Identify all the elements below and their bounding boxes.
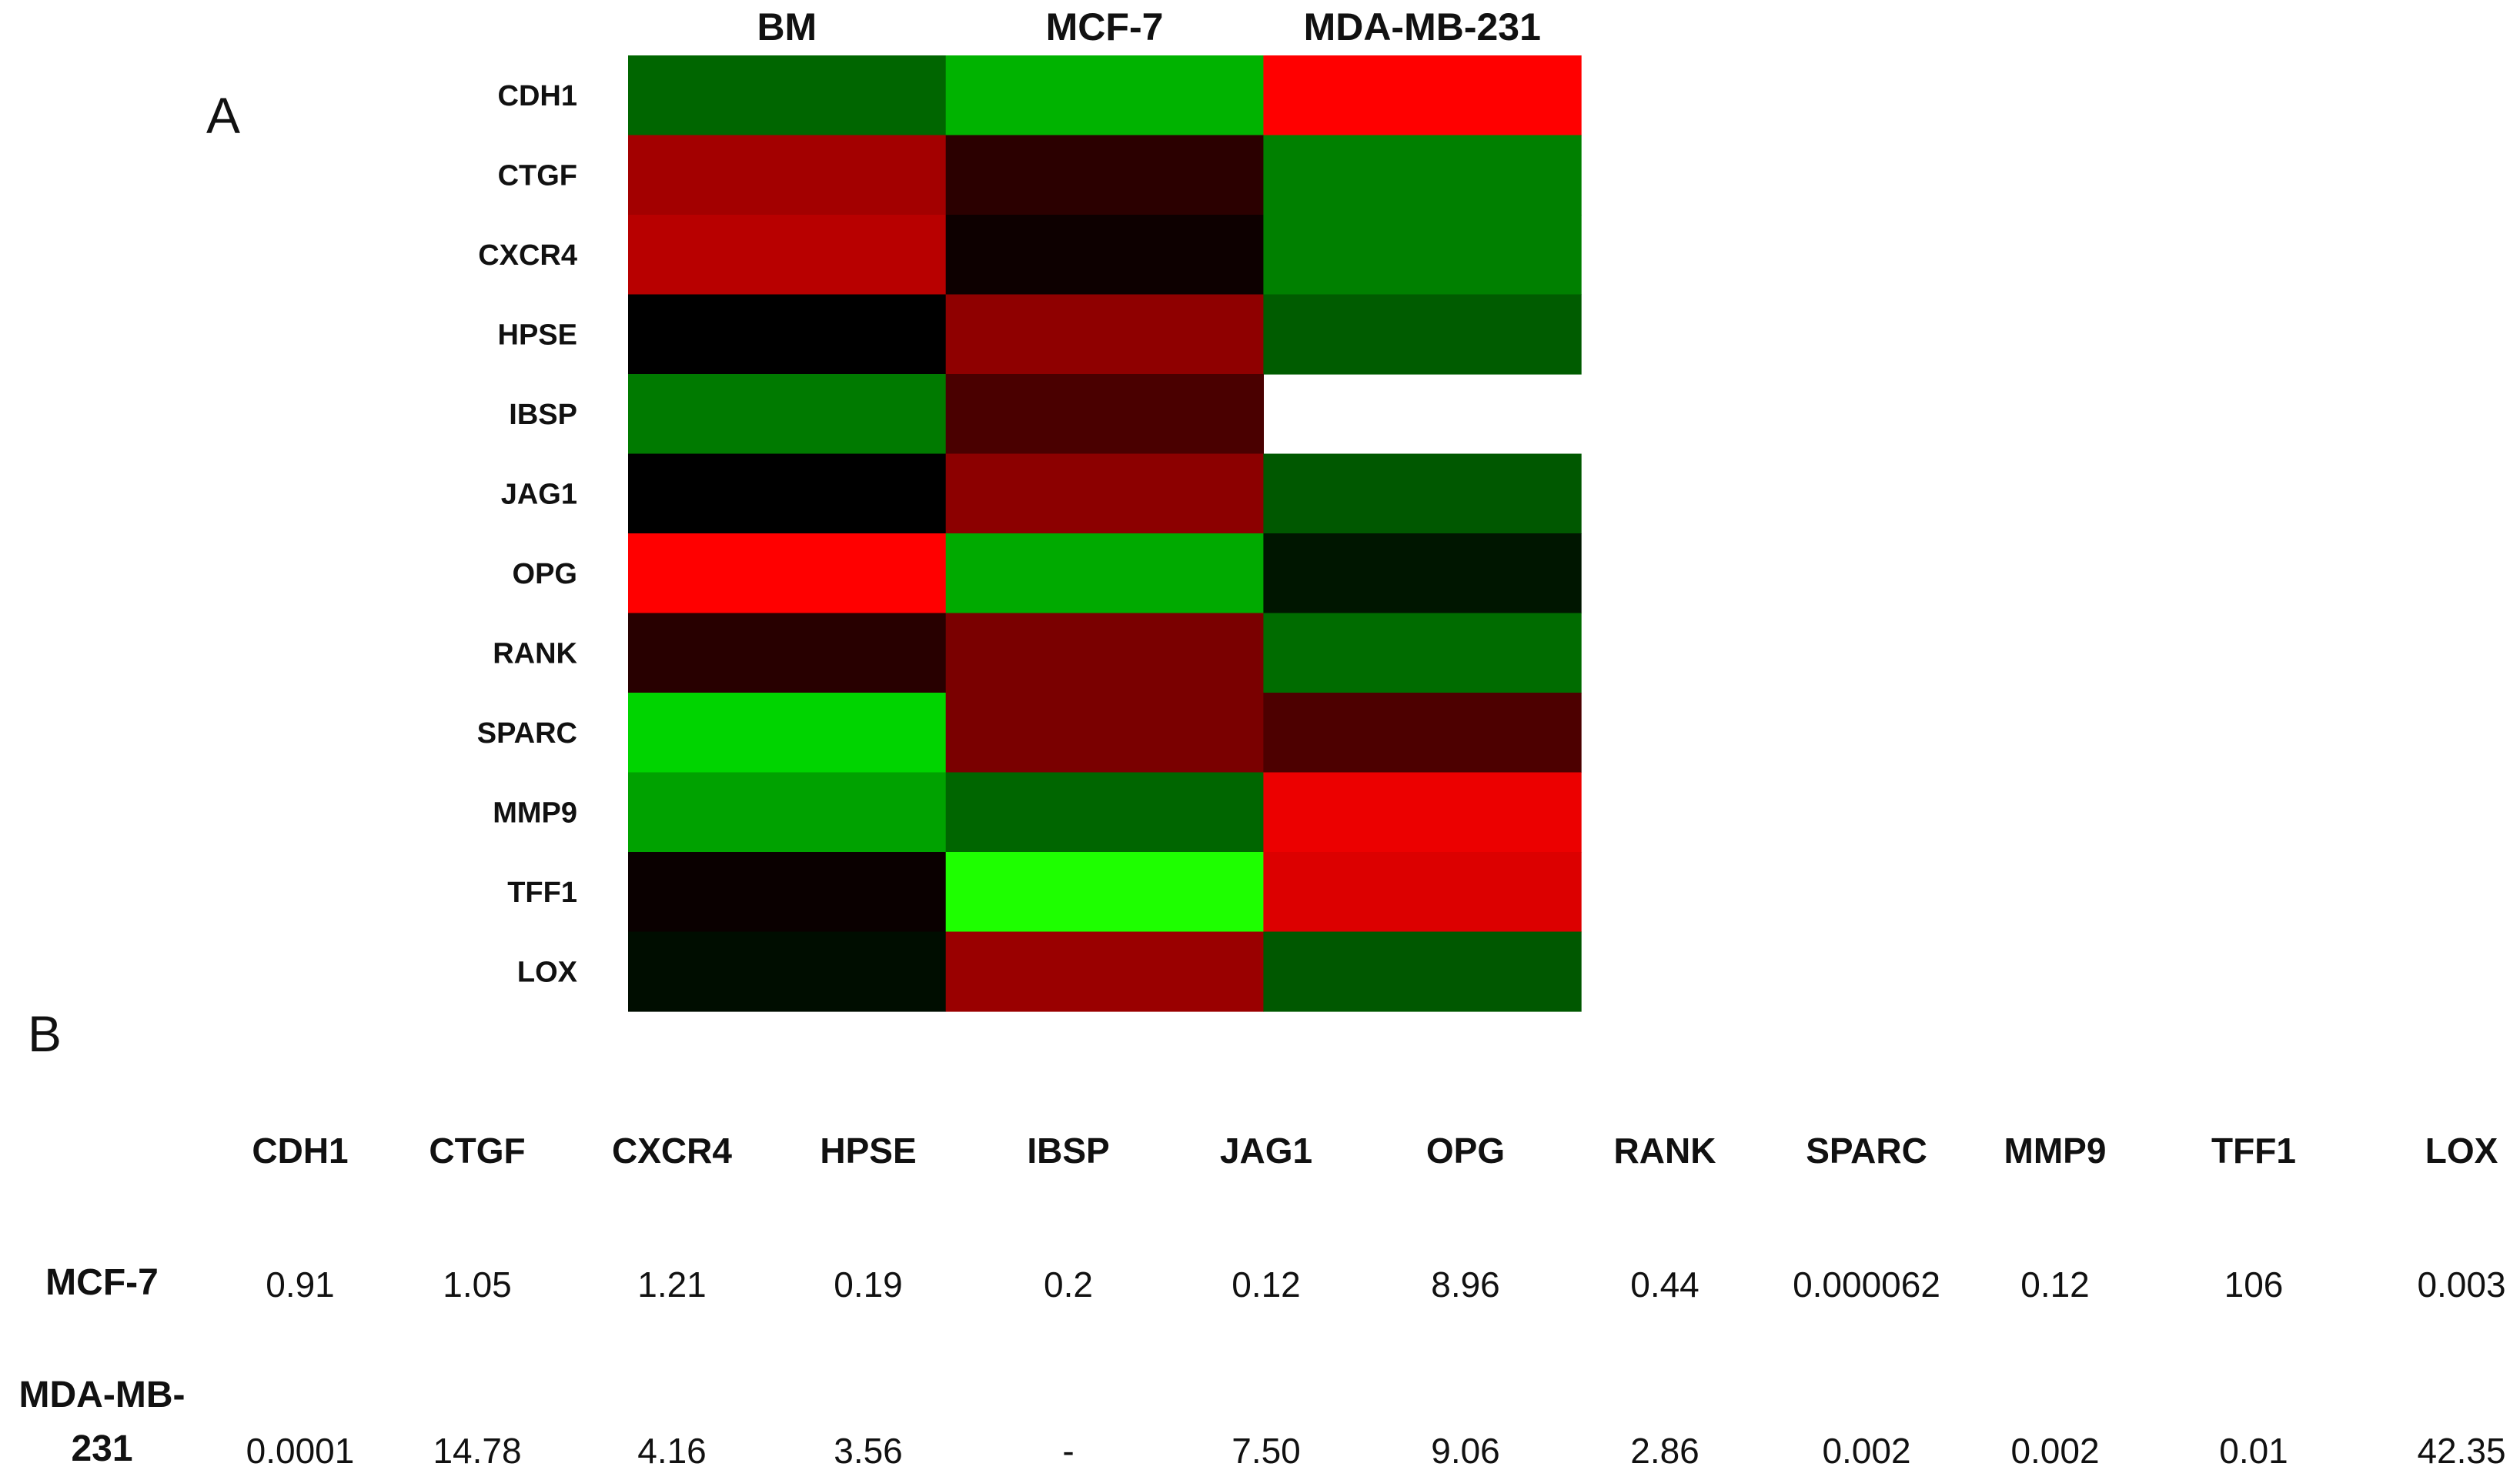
heatmap-cell	[945, 772, 1264, 853]
heatmap-row-label: IBSP	[509, 399, 577, 431]
table-header-cell: MMP9	[2004, 1131, 2107, 1171]
heatmap-row-label: LOX	[517, 956, 578, 988]
table-value-cell: 0.2	[1044, 1265, 1093, 1305]
heatmap-cell	[628, 374, 947, 455]
table-value-cell: 9.06	[1431, 1431, 1500, 1471]
table-value-cell: 14.78	[433, 1431, 522, 1471]
heatmap-cell	[628, 931, 947, 1012]
table-header-cell: SPARC	[1806, 1131, 1927, 1171]
heatmap-row-label: CXCR4	[478, 239, 577, 272]
heatmap-row-label: CDH1	[498, 80, 577, 112]
heatmap-row-label: SPARC	[477, 717, 577, 750]
heatmap-cell	[628, 613, 947, 693]
table-value-cell: 0.91	[266, 1265, 335, 1305]
table-row-label: MDA-MB- 231	[0, 1368, 204, 1476]
panel-a-label: A	[206, 87, 241, 144]
table-value-cell: 0.12	[2020, 1265, 2090, 1305]
heatmap-row-label: HPSE	[498, 319, 577, 351]
table-row-label-line: 231	[71, 1428, 133, 1469]
heatmap-column-label: MCF-7	[1046, 5, 1164, 48]
table-value-cell: 0.19	[834, 1265, 903, 1305]
table-header-cell: LOX	[2425, 1131, 2498, 1171]
heatmap-cell	[945, 374, 1264, 455]
heatmap-cell	[1263, 135, 1582, 215]
table-value-cell: 0.12	[1232, 1265, 1301, 1305]
heatmap-row-label: MMP9	[493, 797, 577, 829]
heatmap-row-labels: CDH1 CTGF CXCR4 HPSE IBSP JAG1 OPG RANK SPARC MMP…	[477, 80, 578, 989]
heatmap-row-label: JAG1	[501, 478, 577, 510]
table-value-cell: 0.002	[2010, 1431, 2100, 1471]
table-header-cell: CTGF	[429, 1131, 526, 1171]
table-header-cell: OPG	[1425, 1131, 1506, 1171]
table-header-cell: RANK	[1613, 1131, 1716, 1171]
heatmap-column-label: MDA-MB-231	[1304, 5, 1541, 48]
table-value-cell: 0.002	[1822, 1431, 1911, 1471]
table-value-cell: 42.35	[2417, 1431, 2506, 1471]
heatmap-cells	[628, 55, 1582, 1012]
table-value-cell: 0.01	[2219, 1431, 2288, 1471]
table-value-cell: 0.0001	[246, 1431, 355, 1471]
heatmap-row-label: OPG	[513, 558, 577, 590]
heatmap-cell	[945, 931, 1264, 1012]
heatmap-column-label: BM	[757, 5, 817, 48]
table-value-cell: 4.16	[637, 1431, 707, 1471]
heatmap-cell	[945, 55, 1264, 136]
heatmap-cell	[1263, 55, 1582, 136]
heatmap-row-label: CTGF	[498, 159, 577, 192]
table-value-cell: 7.50	[1232, 1431, 1301, 1471]
heatmap-cell	[945, 453, 1264, 534]
table-value-cell: 1.05	[443, 1265, 512, 1305]
table-value-cell: 106	[2224, 1265, 2284, 1305]
table-header-cell: CDH1	[252, 1131, 349, 1171]
table-value-cell: 8.96	[1431, 1265, 1500, 1305]
heatmap-row-label: RANK	[493, 637, 577, 670]
table-value-cell: 0.000062	[1793, 1265, 1940, 1305]
heatmap-cell	[628, 294, 947, 375]
heatmap-cell	[1263, 533, 1582, 614]
heatmap-chart: BM MCF-7 MDA-MB-231 CDH1 CTGF CXCR4 HPSE IBSP J…	[477, 5, 1582, 1012]
heatmap-cell	[628, 852, 947, 933]
heatmap-cell	[1263, 453, 1582, 534]
heatmap-cell	[945, 852, 1264, 933]
table-value-cell: 0.44	[1630, 1265, 1699, 1305]
heatmap-cell	[945, 693, 1264, 773]
heatmap-cell	[1263, 852, 1582, 933]
table-header-cell: TFF1	[2211, 1131, 2296, 1171]
table-row-label-line: MDA-MB-	[18, 1375, 185, 1415]
heatmap-cell	[1263, 215, 1582, 296]
heatmap-cell	[628, 533, 947, 614]
heatmap-cell	[628, 772, 947, 853]
table-header-cell: CXCR4	[612, 1131, 732, 1171]
table-row-label: MCF-7	[0, 1256, 204, 1310]
heatmap-cell	[1263, 931, 1582, 1012]
heatmap-cell	[1263, 693, 1582, 773]
table-row-label-line: MCF-7	[45, 1262, 159, 1303]
heatmap-cell	[628, 693, 947, 773]
heatmap-cell	[628, 55, 947, 136]
table-header-cell: HPSE	[820, 1131, 917, 1171]
heatmap-cell	[945, 215, 1264, 296]
heatmap-cell	[945, 135, 1264, 215]
heatmap-cell	[1263, 294, 1582, 375]
table-value-cell: 0.003	[2417, 1265, 2506, 1305]
heatmap-cell	[1263, 613, 1582, 693]
table-value-cell: 2.86	[1630, 1431, 1699, 1471]
table-header-cell: JAG1	[1219, 1131, 1313, 1171]
table-value-cell: 1.21	[637, 1265, 707, 1305]
panel-b-label: B	[28, 1005, 62, 1062]
heatmap-cell	[628, 453, 947, 534]
heatmap-cell	[1263, 772, 1582, 853]
fold-change-table: CDH1 CTGF CXCR4 HPSE IBSP JAG1 OPG RANK SPARC MMP…	[0, 1077, 2520, 1478]
heatmap-cell	[945, 533, 1264, 614]
heatmap-cell	[945, 613, 1264, 693]
table-header-cell: IBSP	[1027, 1131, 1110, 1171]
heatmap-column-labels: BM MCF-7 MDA-MB-231	[757, 5, 1540, 48]
table-value-cell: 3.56	[834, 1431, 903, 1471]
heatmap-cell	[628, 215, 947, 296]
heatmap-cell	[945, 294, 1264, 375]
heatmap-cell	[628, 135, 947, 215]
table-value-cell: -	[1062, 1431, 1075, 1471]
heatmap-row-label: TFF1	[507, 877, 577, 909]
